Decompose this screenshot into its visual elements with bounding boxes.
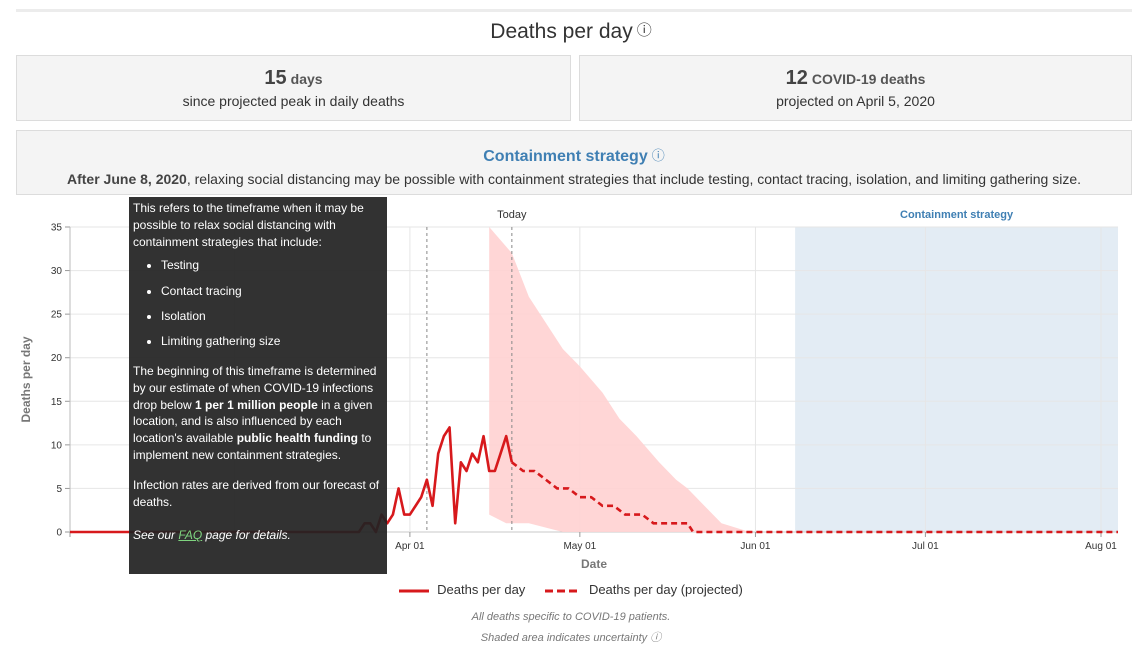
y-tick-label: 5	[56, 484, 62, 495]
deaths-chart: Containment strategy 0 5 10 15 20 25 30 35 Apr 01…	[19, 209, 1118, 571]
x-axis-title: Date	[581, 557, 607, 571]
x-tick-label: Aug 01	[1085, 541, 1117, 552]
deaths-unit: COVID-19 deaths	[811, 71, 926, 87]
info-circle-icon[interactable]: ⓘ	[651, 148, 665, 163]
info-circle-icon[interactable]: ⓘ	[650, 632, 662, 644]
tooltip-faq: See our FAQ page for details.	[133, 528, 291, 543]
tooltip-item-testing: Testing	[161, 257, 383, 274]
y-tick-label: 20	[51, 353, 63, 364]
tooltip-item-isolation: Isolation	[161, 308, 383, 325]
tooltip-item-contact-tracing: Contact tracing	[161, 283, 383, 300]
footnote-line1: All deaths specific to COVID-19 patients…	[471, 611, 671, 623]
y-tick-label: 35	[51, 223, 63, 234]
info-circle-icon[interactable]: ⓘ	[636, 22, 652, 39]
strategy-text: , relaxing social distancing may be poss…	[186, 171, 1081, 187]
tooltip-item-gathering: Limiting gathering size	[161, 333, 383, 350]
solid-line-swatch	[399, 589, 430, 593]
x-tick-label: Jul 01	[912, 541, 939, 552]
dashed-line-swatch	[544, 589, 581, 593]
containment-strategy-box: Containment strategy ⓘ After June 8, 2020…	[16, 130, 1132, 195]
tooltip-paragraph-3: Infection rates are derived from our for…	[133, 477, 380, 509]
deaths-stat-box: 12 COVID-19 deaths projected on April 5, …	[579, 55, 1132, 121]
y-tick-label: 25	[51, 310, 63, 321]
strategy-title: Containment strategy ⓘ	[17, 145, 1131, 166]
peak-days-value: 15	[264, 67, 287, 89]
series-line-projected	[511, 461, 1118, 534]
page-title: Deaths per day ⓘ	[0, 19, 1142, 44]
y-tick-label: 15	[51, 397, 63, 408]
top-divider	[16, 9, 1132, 12]
page-title-text: Deaths per day	[490, 20, 633, 43]
today-label: Today	[497, 209, 527, 221]
deaths-caption: projected on April 5, 2020	[776, 93, 935, 109]
y-axis-title: Deaths per day	[19, 336, 33, 422]
peak-days-caption: since projected peak in daily deaths	[182, 93, 405, 109]
y-tick-label: 10	[51, 440, 63, 451]
legend-item-observed[interactable]: Deaths per day	[399, 582, 525, 597]
y-tick-label: 30	[51, 266, 63, 277]
tooltip-intro: This refers to the timeframe when it may…	[133, 201, 364, 249]
strategy-title-text: Containment strategy	[483, 148, 648, 165]
containment-tooltip: This refers to the timeframe when it may…	[129, 197, 387, 574]
y-tick-label: 0	[56, 528, 62, 539]
tooltip-paragraph-2: The beginning of this timeframe is deter…	[133, 364, 377, 463]
x-tick-label: Jun 01	[740, 541, 770, 552]
uncertainty-band	[489, 227, 750, 532]
containment-region	[795, 227, 1118, 532]
strategy-description: After June 8, 2020, relaxing social dist…	[17, 171, 1131, 187]
peak-stat-box: 15 days since projected peak in daily dea…	[16, 55, 571, 121]
faq-link[interactable]: FAQ	[178, 528, 203, 543]
x-tick-label: Apr 01	[395, 541, 425, 552]
footnote-line2: Shaded area indicates uncertainty ⓘ	[480, 632, 662, 644]
containment-label: Containment strategy	[900, 209, 1014, 221]
deaths-value: 12	[785, 67, 808, 89]
strategy-date: After June 8, 2020	[67, 171, 187, 187]
tooltip-list: Testing Contact tracing Isolation Limiti…	[133, 257, 383, 350]
legend-item-projected[interactable]: Deaths per day (projected)	[544, 582, 743, 597]
x-tick-label: May 01	[563, 541, 596, 552]
chart-legend: Deaths per day Deaths per day (projected…	[0, 581, 1142, 597]
peak-days-unit: days	[290, 71, 323, 87]
